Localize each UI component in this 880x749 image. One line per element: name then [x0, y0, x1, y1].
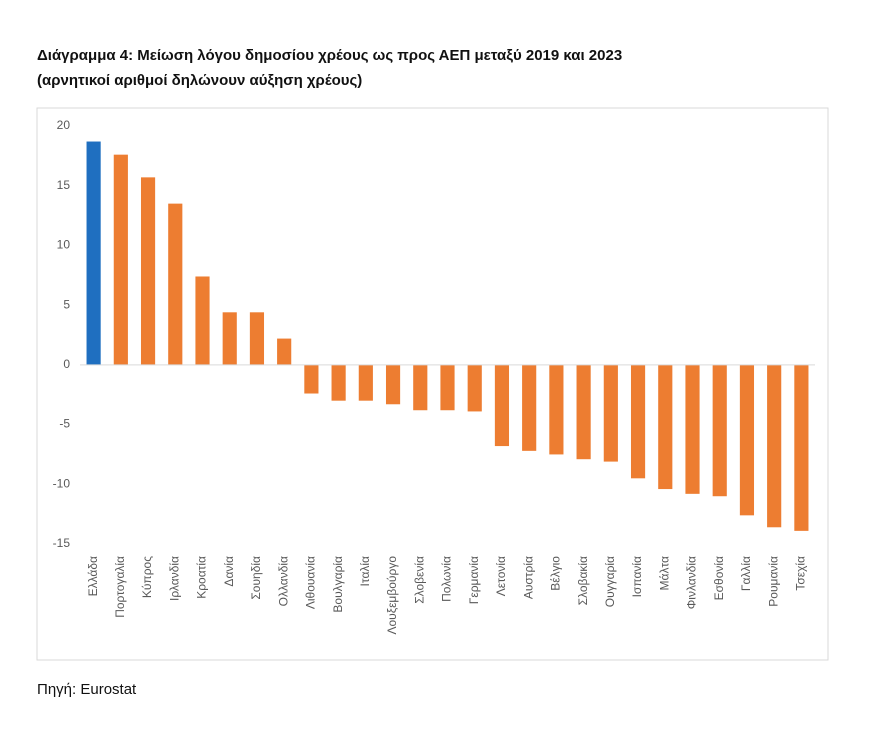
bar	[739, 364, 755, 516]
bar	[385, 364, 401, 405]
x-tick-label: Λετονία	[494, 556, 508, 596]
x-tick-label: Εσθονία	[712, 556, 726, 600]
x-tick-label: Αυστρία	[521, 556, 535, 599]
y-tick-label: 5	[63, 297, 70, 311]
x-tick-label: Πορτογαλία	[113, 556, 127, 618]
bar	[113, 154, 128, 365]
x-tick-label: Δανία	[222, 556, 236, 587]
y-tick-label: 15	[57, 178, 71, 192]
bar	[576, 364, 591, 460]
x-tick-label: Λιθουανία	[304, 556, 318, 609]
y-tick-label: -15	[53, 536, 71, 550]
bar	[522, 364, 537, 451]
x-tick-label: Σλοβενία	[412, 556, 426, 604]
bar	[685, 364, 700, 494]
bar	[195, 276, 210, 365]
y-tick-label: 10	[57, 238, 71, 252]
bar	[494, 364, 510, 447]
x-tick-label: Ισπανία	[630, 556, 644, 597]
bar	[794, 364, 809, 531]
y-tick-label: -5	[59, 417, 70, 431]
bar	[658, 364, 673, 490]
bar	[358, 364, 373, 401]
x-tick-label: Λουξεμβούργο	[385, 556, 399, 635]
chart-title: Διάγραμμα 4: Μείωση λόγου δημοσίου χρέου…	[37, 47, 622, 64]
x-tick-label: Πολωνία	[440, 556, 454, 602]
x-tick-label: Κύπρος	[140, 556, 154, 598]
x-tick-label: Σουηδία	[249, 556, 263, 600]
x-tick-label: Γαλλία	[739, 556, 753, 591]
x-tick-label: Μάλτα	[657, 556, 671, 591]
x-tick-label: Ιρλανδία	[167, 556, 181, 601]
x-tick-label: Τσεχία	[794, 556, 808, 591]
source-note: Πηγή: Eurostat	[37, 681, 137, 698]
bar	[222, 312, 237, 365]
x-tick-label: Ελλάδα	[86, 556, 100, 596]
bar	[168, 203, 183, 365]
x-tick-label: Κροατία	[195, 556, 209, 599]
x-tick-label: Βέλγιο	[549, 556, 563, 591]
bar	[630, 364, 646, 479]
bar	[712, 364, 727, 497]
bar	[277, 338, 292, 365]
x-tick-label: Ουγγαρία	[603, 556, 617, 607]
y-tick-label: -10	[53, 476, 71, 490]
bar	[467, 364, 482, 412]
x-tick-label: Ιταλία	[358, 556, 372, 587]
bar	[413, 364, 428, 411]
chart-border	[36, 107, 829, 661]
x-tick-label: Γερμανία	[467, 556, 481, 604]
x-tick-label: Βουλγαρία	[331, 556, 345, 613]
bar	[603, 364, 618, 462]
x-tick-label: Σλοβακία	[576, 556, 590, 605]
x-tick-label: Ρουμανία	[766, 556, 780, 607]
bar	[767, 364, 782, 528]
bar	[86, 141, 101, 365]
x-tick-label: Φινλανδία	[685, 556, 699, 609]
bar	[331, 364, 346, 401]
bar	[549, 364, 564, 455]
bar	[249, 312, 265, 365]
x-tick-label: Ολλανδία	[276, 556, 290, 606]
bar	[440, 364, 455, 411]
bar	[140, 177, 156, 365]
chart-subtitle: (αρνητικοί αριθμοί δηλώνουν αύξηση χρέου…	[37, 72, 362, 89]
y-tick-label: 20	[57, 118, 71, 132]
bar	[304, 364, 319, 394]
y-tick-label: 0	[63, 357, 70, 371]
